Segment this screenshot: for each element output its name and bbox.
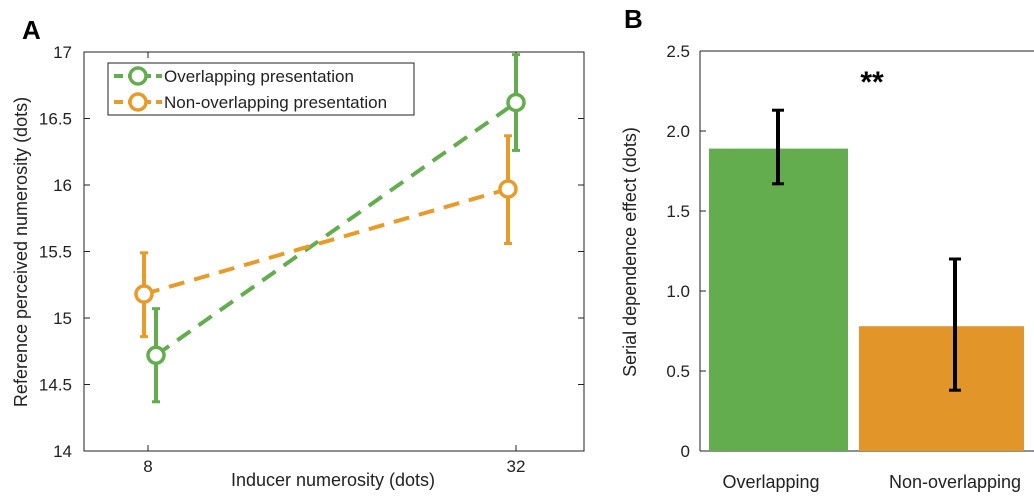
significance-annotation: ** (860, 66, 884, 99)
panel-b: B 0 0.5 1.0 1.5 2.0 2.5 Serial dependence eff… (620, 4, 1034, 492)
panel-a-y-axis: 14 14.5 15 15.5 16 16.5 17 (39, 43, 584, 461)
y-tick-label: 14 (53, 442, 72, 461)
series-overlapping (146, 53, 526, 404)
x-tick-label: 32 (507, 457, 526, 476)
y-tick-label: 16 (53, 176, 72, 195)
bar-overlapping (709, 148, 848, 451)
panel-a-series (134, 53, 526, 404)
y-tick-label: 14.5 (39, 376, 72, 395)
legend-marker-non-overlapping (128, 92, 148, 112)
x-tick-label: 8 (143, 457, 152, 476)
panel-b-label: B (624, 4, 643, 34)
panel-a-label: A (22, 15, 41, 45)
series-non-overlapping (134, 134, 518, 339)
data-point (134, 284, 154, 304)
y-tick-label: 15.5 (39, 243, 72, 262)
panel-a-legend: Overlapping presentation Non-overlapping… (107, 62, 415, 116)
y-tick-label: 17 (53, 43, 72, 62)
data-point (146, 345, 166, 365)
series-line (154, 100, 518, 357)
y-tick-label: 1.0 (666, 282, 690, 301)
y-tick-label: 1.5 (666, 202, 690, 221)
bar-non-overlapping (859, 326, 1024, 451)
category-label: Non-overlapping (889, 472, 1021, 492)
panel-a-x-axis: 8 32 (143, 52, 525, 476)
y-tick-label: 0.5 (666, 362, 690, 381)
panel-a: A 14 14.5 15 15.5 16 16.5 17 8 32 Reference per… (11, 15, 585, 490)
panel-b-bars: Overlapping Non-overlapping (709, 108, 1024, 492)
series-line (143, 187, 509, 296)
legend-label-overlapping: Overlapping presentation (164, 67, 354, 86)
panel-a-y-axis-label: Reference perceived numerosity (dots) (11, 97, 31, 407)
data-point (506, 92, 526, 113)
legend-box (107, 62, 415, 116)
category-label: Overlapping (722, 472, 819, 492)
y-tick-label: 2.0 (666, 122, 690, 141)
panel-b-y-axis: 0 0.5 1.0 1.5 2.0 2.5 (666, 42, 706, 461)
y-tick-label: 0 (681, 442, 690, 461)
panel-b-y-axis-label: Serial dependence effect (dots) (620, 127, 640, 377)
legend-label-non-overlapping: Non-overlapping presentation (164, 93, 387, 112)
data-point (498, 179, 518, 199)
y-tick-label: 2.5 (666, 42, 690, 61)
legend-marker-overlapping (128, 66, 148, 86)
panel-a-x-axis-label: Inducer numerosity (dots) (231, 470, 435, 490)
y-tick-label: 16.5 (39, 110, 72, 129)
y-tick-label: 15 (53, 309, 72, 328)
